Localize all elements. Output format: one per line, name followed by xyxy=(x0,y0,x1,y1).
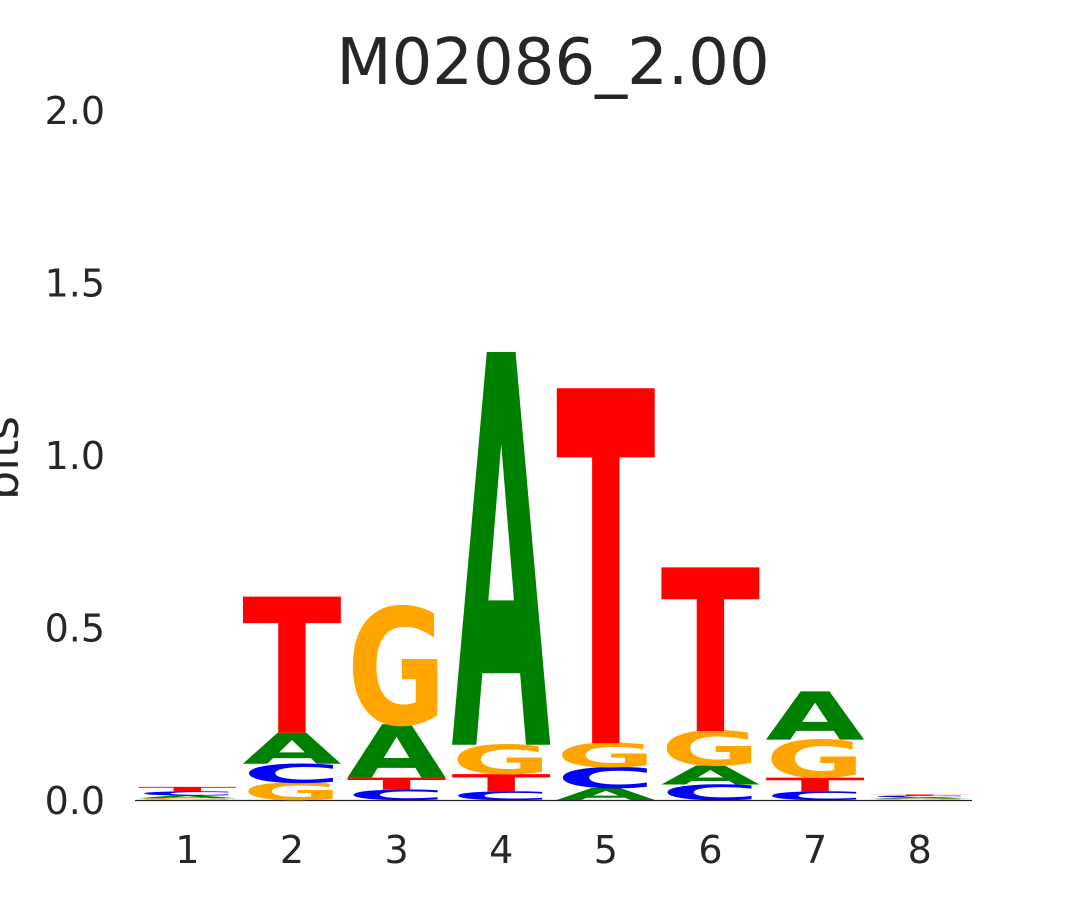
logo-letter-C: C xyxy=(661,780,760,805)
logo-letter-A: A xyxy=(870,797,969,799)
logo-letter-G: G xyxy=(556,737,655,775)
y-axis-label: bits xyxy=(0,416,29,500)
logo-letter-G: G xyxy=(870,798,969,800)
x-tick-label: 6 xyxy=(698,828,722,872)
logo-letter-A: A xyxy=(765,679,864,756)
logo-letter-T: T xyxy=(242,561,341,777)
logo-letter-G: G xyxy=(138,798,237,801)
logo-letter-G: G xyxy=(765,730,864,790)
logo-letter-C: C xyxy=(242,758,341,788)
y-tick-label: 0.5 xyxy=(45,607,105,651)
logo-letter-G: G xyxy=(242,778,341,806)
x-tick-label: 3 xyxy=(384,828,408,872)
logo-letter-T: T xyxy=(556,291,656,859)
y-tick-label: 2.0 xyxy=(45,89,105,133)
logo-letter-C: C xyxy=(451,789,550,803)
logo-letter-A: A xyxy=(451,245,551,872)
x-tick-label: 4 xyxy=(489,828,513,872)
x-tick-label: 1 xyxy=(175,828,199,872)
y-tick-label: 1.5 xyxy=(45,262,105,306)
logo-letter-A: A xyxy=(138,795,237,799)
logo-letter-T: T xyxy=(451,769,550,797)
logo-letter-A: A xyxy=(661,760,761,790)
x-tick-label: 2 xyxy=(280,828,304,872)
logo-letter-T: T xyxy=(347,774,447,793)
x-tick-label: 8 xyxy=(908,828,932,872)
logo-letter-G: G xyxy=(451,737,550,784)
logo-letter-C: C xyxy=(347,787,446,803)
logo-letter-A: A xyxy=(242,724,341,774)
y-tick-label: 1.0 xyxy=(45,434,105,478)
logo-letter-T: T xyxy=(870,794,969,796)
logo-letter-T: T xyxy=(138,786,237,793)
logo-letter-G: G xyxy=(347,575,446,762)
y-tick-label: 0.0 xyxy=(45,779,105,823)
logo-letter-A: A xyxy=(556,785,656,804)
logo-letter-C: C xyxy=(138,790,237,797)
chart-title: M02086_2.00 xyxy=(336,26,769,100)
logo-letter-C: C xyxy=(765,789,864,803)
logo-letter-C: C xyxy=(556,762,655,795)
x-tick-labels: 1 2 3 4 5 6 7 8 xyxy=(175,828,932,872)
x-tick-label: 7 xyxy=(803,828,827,872)
logo-letter-C: C xyxy=(870,795,969,798)
logo-letter-A: A xyxy=(347,710,447,795)
y-tick-labels: 0.0 0.5 1.0 1.5 2.0 xyxy=(45,89,105,823)
logo-letter-G: G xyxy=(661,722,760,777)
x-tick-label: 5 xyxy=(594,828,618,872)
logo-letter-T: T xyxy=(661,522,760,784)
logo-letter-T: T xyxy=(765,774,865,796)
